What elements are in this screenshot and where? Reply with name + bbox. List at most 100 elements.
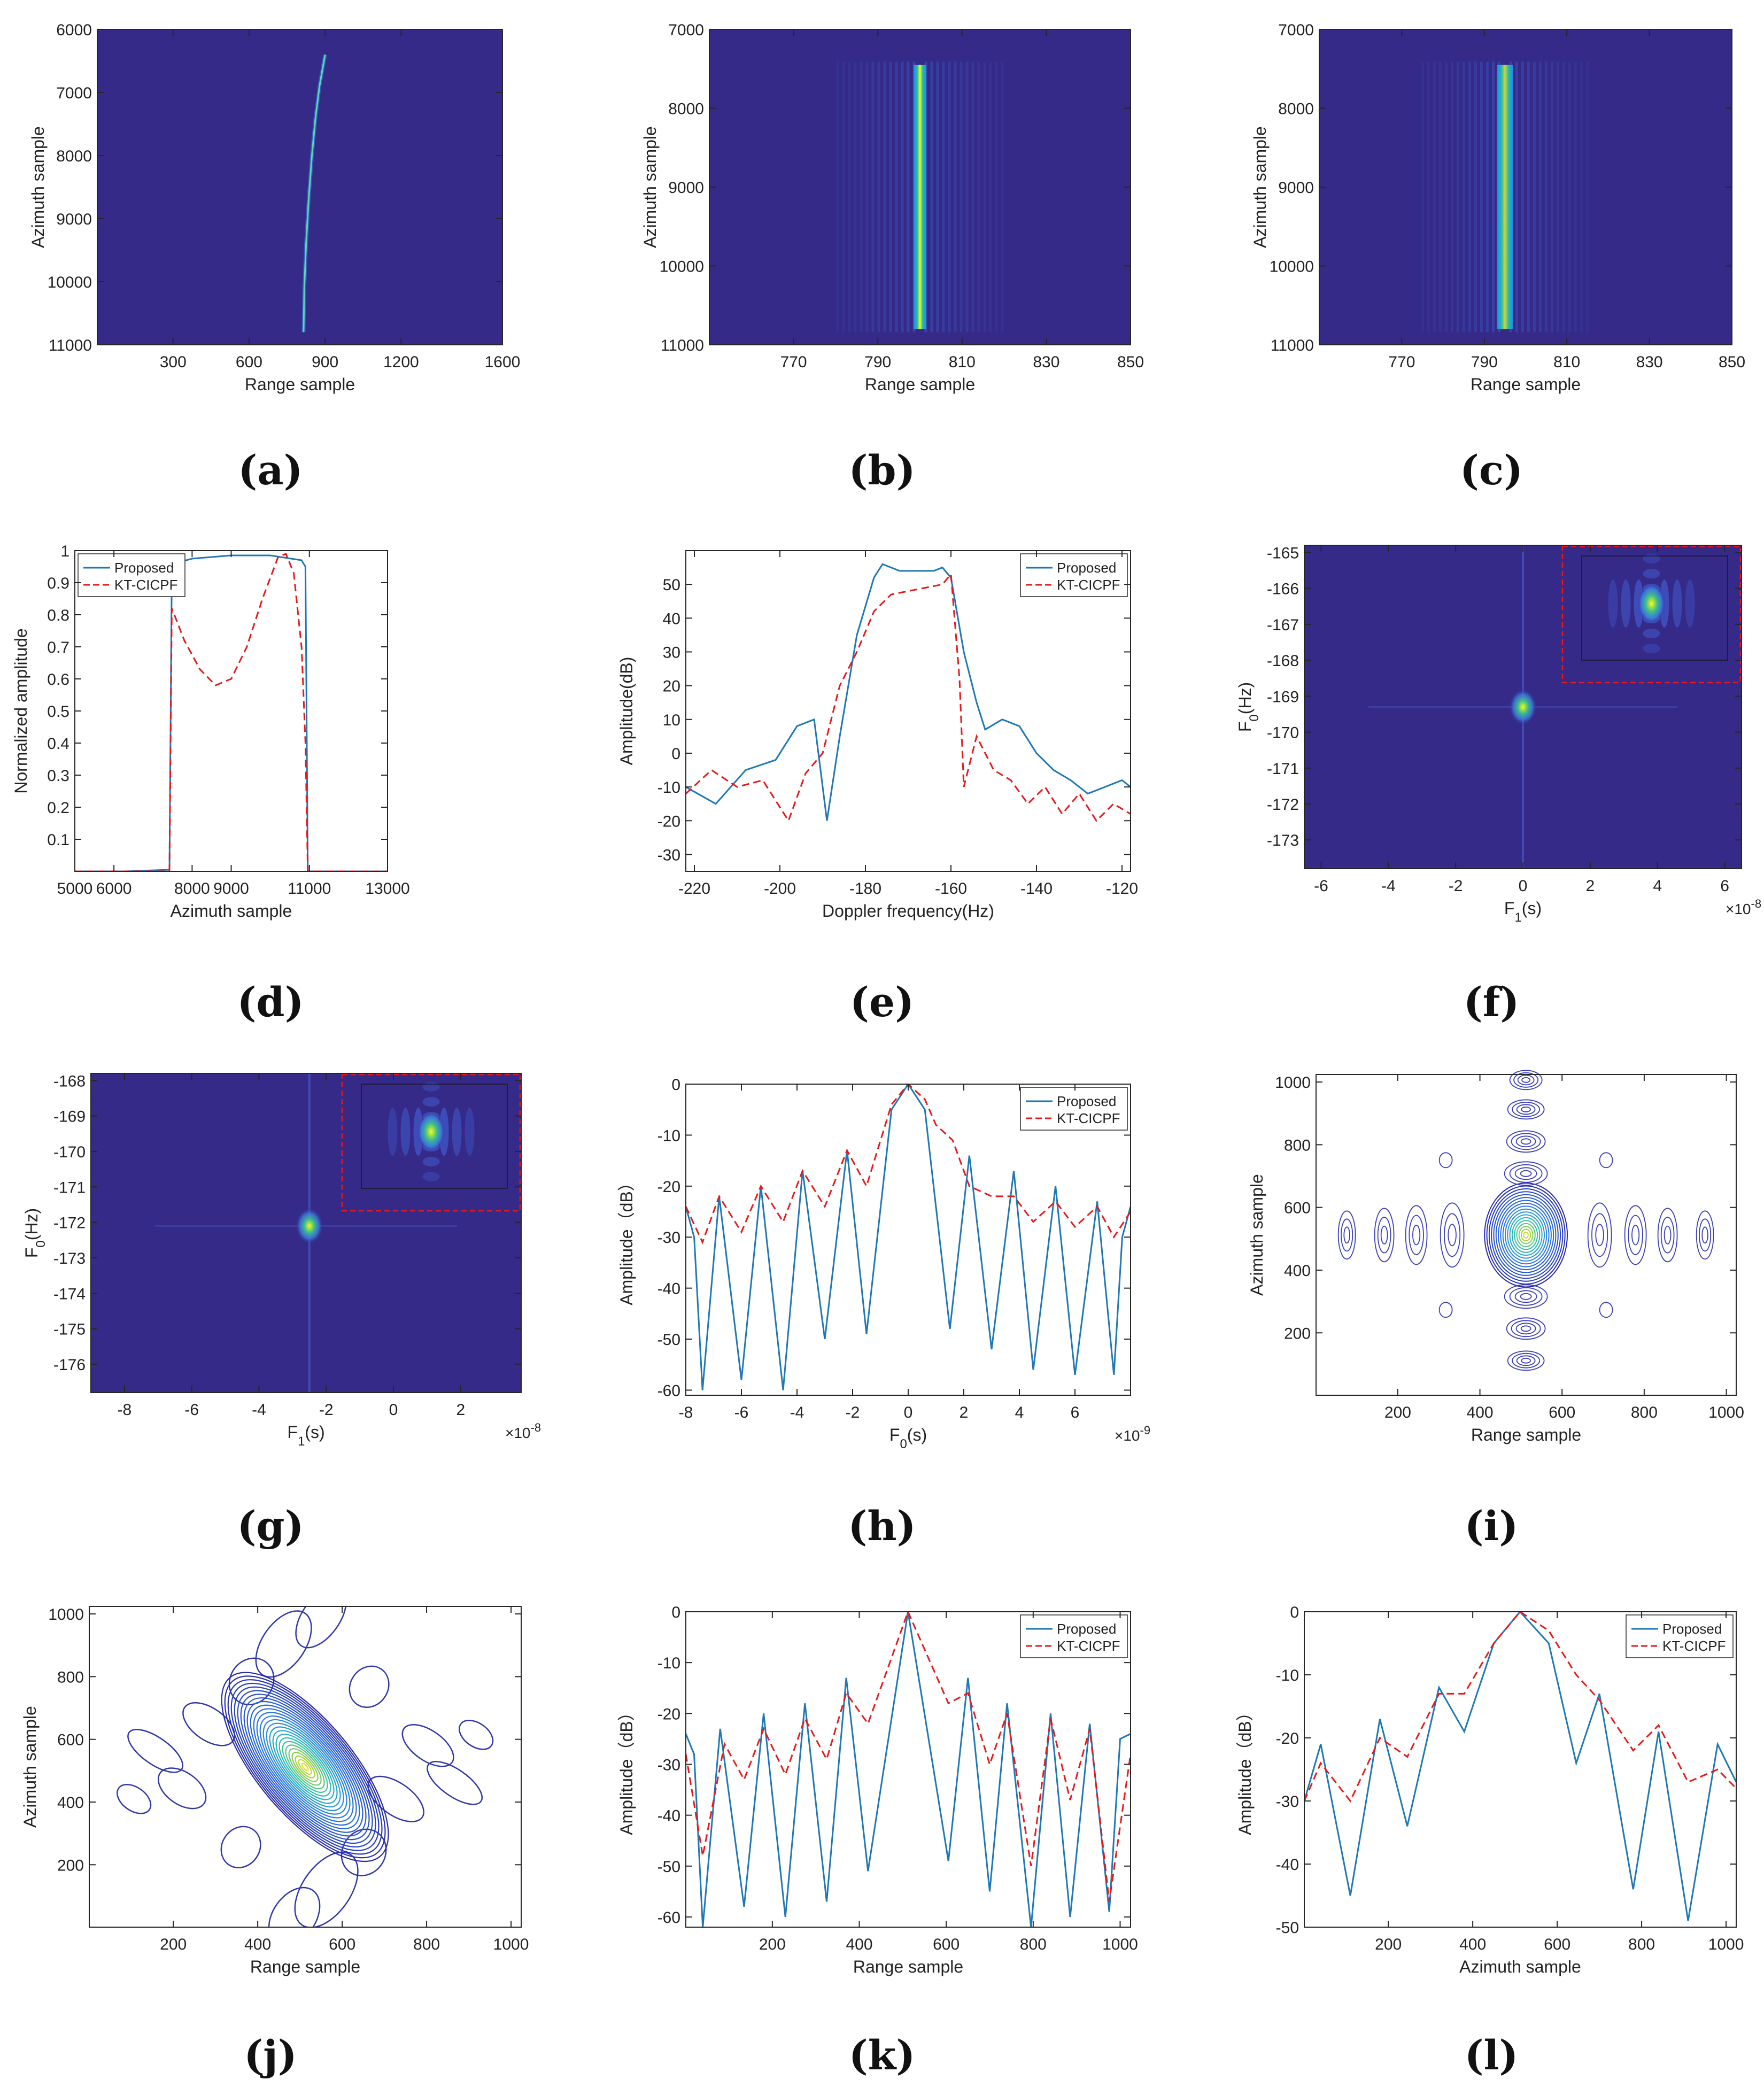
contour-range-sidelobe (1343, 1226, 1350, 1244)
y-tick-label: 30 (663, 644, 680, 661)
caption-e: (e) (849, 978, 915, 1026)
y-tick-label: 20 (663, 678, 680, 695)
y-tick-label: 800 (57, 1668, 84, 1686)
chart-c: 770 790 810 830 850 7000 8000 9000 10000 11000 Ran… (1250, 21, 1745, 394)
y-tick-label: -173 (1267, 832, 1299, 849)
legend-label: KT-CICPF (1057, 1110, 1120, 1126)
contour-azimuth-sidelobe (1511, 1320, 1541, 1338)
series-kt-cicpf (686, 1612, 1131, 1902)
contour-range-sidelobe (1412, 1225, 1421, 1246)
y-tick-label: 0.6 (47, 671, 69, 689)
y-tick-label: -10 (657, 1127, 680, 1145)
y-tick-label: 0.7 (47, 639, 69, 656)
x-tick-label: 1000 (1102, 1936, 1138, 1953)
contour-main-lobe (1504, 1208, 1548, 1262)
contour-azimuth-sidelobe (1520, 1170, 1532, 1177)
x-tick-label: 1600 (485, 353, 521, 371)
x-tick-label: 600 (1549, 1404, 1575, 1421)
x-tick-label: 6 (1720, 877, 1729, 895)
contour-azimuth-sidelobe (1507, 1350, 1545, 1371)
contour-cross-sidelobe (1438, 1302, 1453, 1318)
contour-cross-sidelobe (1599, 1302, 1613, 1318)
y-tick-label: 200 (57, 1857, 84, 1874)
chart-g: -8 -6 -4 -2 0 2 -176 -175 -174 -173 -172 -171 -170 -1… (22, 1072, 541, 1448)
contour-main-lobe (1493, 1194, 1559, 1276)
x-multiplier: ×10-9 (1115, 1424, 1150, 1444)
axes-frame (90, 1073, 522, 1393)
contour-azimuth-sidelobe (1517, 1074, 1535, 1086)
contour-main-lobe (250, 1704, 360, 1829)
inset-peak (417, 1111, 445, 1153)
peak-spot (1509, 689, 1537, 725)
contour-azimuth-sidelobe (1520, 1293, 1532, 1300)
axes-frame (97, 29, 503, 345)
inset-sidelobe (465, 1108, 475, 1156)
x-axis-label: Azimuth sample (171, 901, 292, 921)
x-axis-label: Range sample (245, 375, 355, 394)
caption-d: (d) (237, 978, 304, 1026)
y-tick-label: -40 (1276, 1856, 1299, 1874)
y-tick-label: -168 (1267, 652, 1299, 670)
contour-range-sidelobe (1440, 1202, 1465, 1268)
y-axis-label: Normalized amplitude (11, 628, 30, 793)
y-tick-label: -169 (53, 1108, 86, 1126)
x-tick-label: -2 (1449, 877, 1463, 895)
x-tick-label: 1000 (1708, 1404, 1744, 1421)
x-tick-label: 400 (846, 1936, 872, 1953)
caption-l: (l) (1464, 2031, 1519, 2079)
x-tick-label: 800 (1628, 1936, 1655, 1953)
y-axis-label: Amplitude（dB） (617, 1174, 636, 1305)
y-tick-label: -170 (1267, 724, 1299, 742)
plot-bg (686, 1084, 1131, 1395)
y-tick-label: 7000 (1278, 21, 1314, 39)
y-tick-label: 1000 (48, 1606, 84, 1624)
legend-box (1020, 553, 1128, 597)
contour-range-sidelobe (1374, 1208, 1395, 1263)
x-tick-label: 1000 (1708, 1936, 1744, 1953)
plot-bg (1316, 1074, 1736, 1395)
y-tick-label: 11000 (1271, 337, 1314, 354)
series-proposed (1304, 1612, 1736, 1921)
y-tick-label: -30 (1276, 1793, 1299, 1811)
x-axis-label: Range sample (250, 1957, 360, 1976)
x-tick-label: 770 (780, 353, 807, 371)
x-tick-label: -200 (764, 880, 796, 898)
x-tick-label: 0 (389, 1401, 398, 1419)
contour-main-lobe (1500, 1202, 1552, 1267)
axes-frame (1304, 1611, 1737, 1928)
y-tick-label: 40 (663, 610, 680, 628)
y-axis-label: Azimuth sample (28, 126, 48, 248)
legend-label: KT-CICPF (114, 577, 177, 593)
x-tick-label: 900 (312, 353, 338, 371)
inset-sidelobe (422, 1097, 440, 1107)
x-axis-label: Range sample (853, 1957, 963, 1976)
y-tick-label: 400 (57, 1794, 84, 1812)
contour-sidelobe (117, 1784, 152, 1814)
contour-azimuth-sidelobe (1506, 1317, 1546, 1340)
contour-range-sidelobe (1587, 1202, 1612, 1268)
contour-main-lobe (1498, 1200, 1554, 1271)
y-axis-label: Azimuth sample (640, 126, 660, 248)
chart-j: 200 400 600 800 1000 200 400 600 800 1000 Range sa… (20, 1606, 529, 1976)
x-tick-label: 800 (1020, 1936, 1047, 1953)
y-tick-label: -10 (657, 1655, 680, 1672)
y-tick-label: -165 (1267, 544, 1299, 562)
x-tick-label: 400 (1467, 1404, 1494, 1421)
contour-azimuth-sidelobe (1509, 1287, 1543, 1306)
y-tick-label: -175 (53, 1321, 86, 1339)
contour-range-sidelobe (1701, 1226, 1708, 1244)
x-tick-label: -2 (319, 1401, 334, 1419)
x-axis-label: Azimuth sample (1459, 1957, 1581, 1976)
contour-range-sidelobe (1405, 1205, 1428, 1265)
y-tick-label: -10 (1276, 1667, 1299, 1684)
y-tick-label: -50 (657, 1858, 680, 1876)
legend-label: Proposed (1057, 1621, 1116, 1637)
x-tick-label: -6 (1314, 877, 1328, 895)
y-tick-label: 0.9 (47, 575, 69, 592)
x-tick-label: 4 (1015, 1404, 1024, 1421)
inset-sidelobe (1643, 554, 1660, 564)
x-tick-label: -4 (252, 1401, 266, 1419)
contour-main-lobe (266, 1722, 344, 1811)
contour-azimuth-sidelobe (1521, 1077, 1531, 1083)
